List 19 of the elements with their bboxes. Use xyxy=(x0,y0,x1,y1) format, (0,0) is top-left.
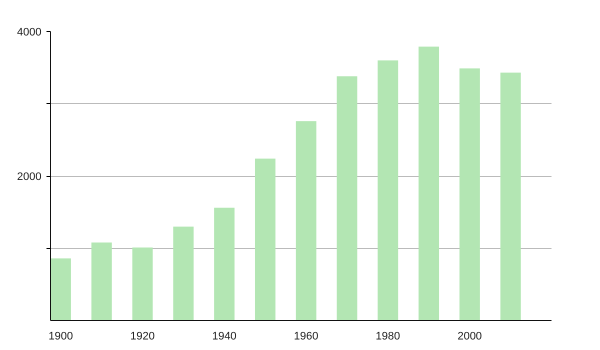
bar xyxy=(214,208,235,320)
x-tick-label: 1920 xyxy=(130,330,155,342)
y-tick-label: 4000 xyxy=(17,26,42,38)
bar xyxy=(418,46,440,320)
bar xyxy=(500,72,521,320)
x-tick-label: 1940 xyxy=(212,330,237,342)
x-tick-label: 1960 xyxy=(294,330,318,342)
bar xyxy=(459,68,480,320)
bar xyxy=(50,258,71,320)
bar xyxy=(132,248,153,320)
bar xyxy=(378,60,398,320)
x-tick-label: 2000 xyxy=(457,330,482,342)
bar xyxy=(91,242,112,320)
x-tick-label: 1900 xyxy=(48,330,73,342)
bar xyxy=(336,76,358,320)
bar xyxy=(254,158,276,320)
bar xyxy=(296,121,316,320)
bar xyxy=(173,226,194,320)
x-tick-label: 1980 xyxy=(376,330,400,342)
